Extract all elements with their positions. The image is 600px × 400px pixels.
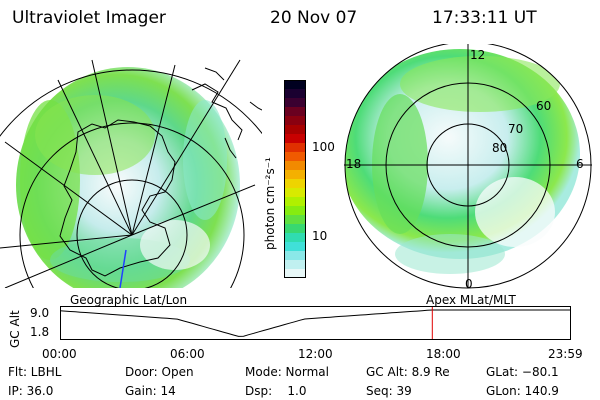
right-map-caption: Apex MLat/MLT bbox=[426, 293, 516, 307]
timeline-ytick-min: 1.8 bbox=[30, 325, 50, 339]
colorbar-segment bbox=[284, 161, 306, 171]
glon-status: GLon: 140.9 bbox=[486, 384, 559, 398]
colorbar-segment bbox=[284, 170, 306, 180]
colorbar-segment bbox=[284, 152, 306, 162]
door-status: Door: Open bbox=[125, 365, 194, 379]
aurora-oval bbox=[345, 44, 591, 288]
colorbar-segment bbox=[284, 89, 306, 99]
timeline-xtick-4: 23:59 bbox=[548, 347, 583, 361]
lat-grid bbox=[0, 59, 262, 288]
mlt-label-0: 0 bbox=[465, 277, 473, 291]
mlt-label-18: 18 bbox=[346, 157, 361, 171]
colorbar-segment bbox=[284, 98, 306, 108]
altitude-curve bbox=[60, 309, 570, 337]
colorbar-segment bbox=[284, 197, 306, 207]
timeline-xtick-2: 12:00 bbox=[298, 347, 333, 361]
colorbar-segment bbox=[284, 224, 306, 234]
colorbar-unit-label: photon cm⁻²s⁻¹ bbox=[263, 157, 277, 250]
colorbar-segment bbox=[284, 179, 306, 189]
gc-alt-status: GC Alt: 8.9 Re bbox=[366, 365, 450, 379]
colorbar-segment bbox=[284, 125, 306, 135]
colorbar-segment bbox=[284, 251, 306, 261]
colorbar-segment bbox=[284, 143, 306, 153]
seq-status: Seq: 39 bbox=[366, 384, 412, 398]
altitude-timeline bbox=[60, 306, 571, 340]
terminator-line bbox=[119, 249, 127, 288]
time-label: 17:33:11 UT bbox=[432, 8, 537, 28]
colorbar-segment bbox=[284, 80, 306, 90]
colorbar-segment bbox=[284, 233, 306, 243]
colorbar-segment bbox=[284, 215, 306, 225]
ip-status: IP: 36.0 bbox=[8, 384, 54, 398]
colorbar-segment bbox=[284, 269, 306, 278]
timeline-xtick-0: 00:00 bbox=[42, 347, 77, 361]
date-label: 20 Nov 07 bbox=[270, 8, 358, 28]
glat-status: GLat: −80.1 bbox=[486, 365, 559, 379]
coastline bbox=[59, 67, 262, 277]
timeline-ylabel: GC Alt bbox=[8, 310, 22, 348]
dsp-status: Dsp: 1.0 bbox=[245, 384, 307, 398]
colorbar-tick-10: 10 bbox=[312, 229, 328, 243]
mode-status: Mode: Normal bbox=[245, 365, 329, 379]
mlat-label-80: 80 bbox=[492, 141, 507, 155]
left-map-caption: Geographic Lat/Lon bbox=[70, 293, 188, 307]
timeline-xtick-3: 18:00 bbox=[426, 347, 461, 361]
magnetic-map: 12 18 6 0 60 70 80 bbox=[344, 44, 592, 291]
instrument-title: Ultraviolet Imager bbox=[12, 8, 166, 28]
color-bar bbox=[284, 80, 306, 278]
colorbar-segment bbox=[284, 116, 306, 126]
timeline-ytick-max: 9.0 bbox=[30, 306, 50, 320]
geographic-map bbox=[0, 59, 262, 288]
colorbar-tick-100: 100 bbox=[312, 140, 335, 154]
mlat-grid bbox=[344, 44, 592, 289]
colorbar-segment bbox=[284, 107, 306, 117]
mlt-label-12: 12 bbox=[470, 48, 485, 62]
mlat-label-60: 60 bbox=[536, 99, 551, 113]
timeline-xtick-1: 06:00 bbox=[170, 347, 205, 361]
aurora-image bbox=[16, 67, 240, 288]
colorbar-segment bbox=[284, 134, 306, 144]
colorbar-segment bbox=[284, 242, 306, 252]
colorbar-segment bbox=[284, 260, 306, 270]
mlt-label-6: 6 bbox=[576, 157, 584, 171]
gain-status: Gain: 14 bbox=[125, 384, 176, 398]
filter-status: Flt: LBHL bbox=[8, 365, 62, 379]
colorbar-segment bbox=[284, 188, 306, 198]
mlat-label-70: 70 bbox=[508, 122, 523, 136]
colorbar-segment bbox=[284, 206, 306, 216]
